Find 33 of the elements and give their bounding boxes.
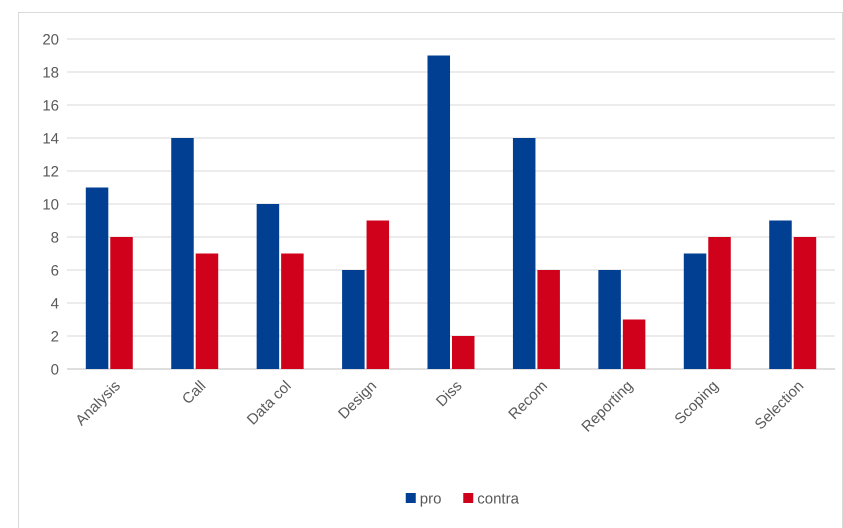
bar	[428, 56, 450, 369]
x-tick-label: Diss	[432, 378, 466, 410]
bar	[256, 204, 280, 369]
y-tick-label: 2	[50, 328, 59, 346]
bar	[86, 188, 108, 369]
bar	[281, 254, 304, 369]
y-tick-label: 12	[42, 163, 59, 180]
y-tick-label: 14	[42, 130, 59, 148]
bar	[171, 138, 194, 369]
bar	[622, 320, 646, 369]
y-tick-label: 16	[42, 97, 59, 114]
legend-label: pro	[420, 490, 442, 508]
y-tick-label: 20	[42, 31, 59, 48]
legend-label: contra	[477, 490, 520, 508]
bar	[684, 254, 706, 369]
bar	[196, 254, 218, 369]
bar	[598, 270, 621, 369]
x-tick-label: Call	[178, 378, 210, 408]
bar	[452, 336, 474, 369]
y-tick-label: 8	[50, 229, 59, 246]
y-tick-label: 0	[50, 361, 59, 378]
bar	[512, 138, 536, 369]
y-tick-label: 10	[42, 196, 59, 214]
bar	[342, 270, 365, 369]
bar	[794, 237, 816, 369]
y-tick-label: 4	[50, 295, 59, 312]
bar	[769, 220, 792, 369]
y-tick-label: 6	[50, 262, 59, 280]
y-tick-label: 18	[42, 64, 59, 82]
bar	[537, 270, 560, 369]
bar	[708, 237, 731, 369]
bar	[366, 220, 390, 369]
bar	[110, 237, 133, 369]
